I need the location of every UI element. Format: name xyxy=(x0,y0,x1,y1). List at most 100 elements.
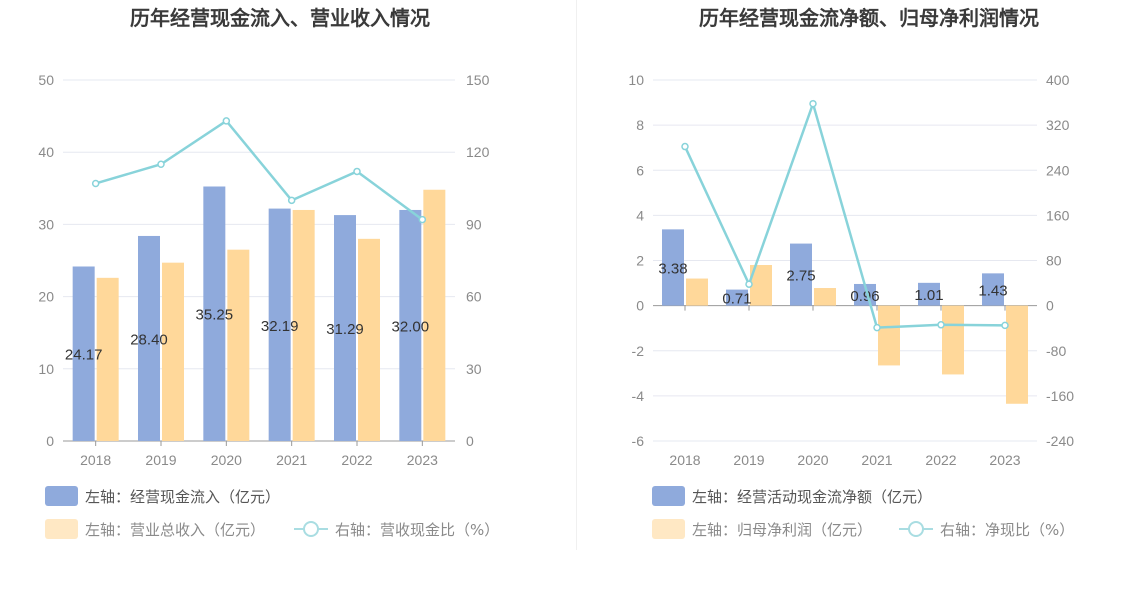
right-tick-label: -240 xyxy=(1046,433,1074,449)
left-tick-label: 20 xyxy=(38,289,54,305)
left-tick-label: -4 xyxy=(632,388,645,404)
legend-swatch xyxy=(652,486,685,506)
data-label: 32.00 xyxy=(392,318,430,335)
legend-label: 右轴：净现比（%） xyxy=(940,521,1074,539)
bar-series-2 xyxy=(942,305,964,375)
x-tick-label: 2022 xyxy=(925,452,956,468)
bar-series-2 xyxy=(292,209,315,441)
left-tick-label: 10 xyxy=(38,361,54,377)
x-tick-label: 2019 xyxy=(733,452,764,468)
bar-series-2 xyxy=(1006,305,1028,404)
bar-series-1 xyxy=(399,209,422,441)
data-label: 24.17 xyxy=(65,347,103,364)
line-point xyxy=(353,167,361,176)
bar-series-1 xyxy=(662,229,684,306)
bar-series-2 xyxy=(96,277,119,441)
data-label: 32.19 xyxy=(261,318,299,335)
right-tick-label: 320 xyxy=(1046,117,1070,133)
right-tick-label: 0 xyxy=(466,433,474,449)
line-point xyxy=(1001,321,1009,330)
left-tick-label: -6 xyxy=(632,433,645,449)
bar-series-2 xyxy=(423,189,446,441)
legend-label: 左轴：营业总收入（亿元） xyxy=(85,521,265,539)
bar-series-2 xyxy=(358,238,380,441)
right-tick-label: 30 xyxy=(466,361,482,377)
bar-series-1 xyxy=(72,266,95,441)
left-tick-label: 2 xyxy=(636,253,644,269)
data-label: 28.40 xyxy=(130,331,168,348)
legend-label: 左轴：经营活动现金流净额（亿元） xyxy=(692,488,932,506)
legend-label: 左轴：归母净利润（亿元） xyxy=(692,521,872,539)
bar-series-1 xyxy=(203,186,226,441)
x-tick-label: 2023 xyxy=(989,452,1020,468)
data-label: 1.01 xyxy=(914,287,943,304)
bar-series-2 xyxy=(686,278,708,306)
right-tick-label: 120 xyxy=(466,144,490,160)
legend-marker xyxy=(303,521,319,537)
right-tick-label: 90 xyxy=(466,216,482,232)
bar-series-1 xyxy=(334,215,356,441)
x-tick-label: 2018 xyxy=(669,452,700,468)
x-tick-label: 2020 xyxy=(211,452,242,468)
x-tick-label: 2021 xyxy=(861,452,892,468)
x-tick-label: 2020 xyxy=(797,452,828,468)
x-tick-label: 2018 xyxy=(80,452,111,468)
chart-title: 历年经营现金流入、营业收入情况 xyxy=(130,6,430,30)
left-tick-label: 30 xyxy=(38,216,54,232)
bar-series-2 xyxy=(878,305,900,366)
legend-label: 左轴：经营现金流入（亿元） xyxy=(85,488,280,506)
right-tick-label: 240 xyxy=(1046,162,1070,178)
right-tick-label: -160 xyxy=(1046,388,1074,404)
chart-title: 历年经营现金流净额、归母净利润情况 xyxy=(699,6,1039,30)
line-point xyxy=(809,99,817,108)
data-label: 2.75 xyxy=(786,268,815,285)
left-tick-label: -2 xyxy=(632,343,645,359)
line-point xyxy=(287,196,296,205)
legend-marker xyxy=(908,521,924,537)
legend-swatch xyxy=(45,519,78,539)
bar-series-2 xyxy=(162,262,184,441)
bar-series-2 xyxy=(227,249,250,441)
line-point xyxy=(222,117,231,125)
legend-label: 右轴：营收现金比（%） xyxy=(335,521,499,539)
left-tick-label: 40 xyxy=(38,144,54,160)
line-point xyxy=(418,215,427,224)
line-point xyxy=(681,142,689,151)
bar-series-1 xyxy=(726,289,748,306)
left-tick-label: 0 xyxy=(46,433,54,449)
right-tick-label: 60 xyxy=(466,289,482,305)
left-tick-label: 6 xyxy=(636,162,644,178)
bar-series-2 xyxy=(750,265,772,306)
left-tick-label: 0 xyxy=(636,298,644,314)
bar-series-1 xyxy=(918,282,940,306)
legend-swatch xyxy=(652,519,685,539)
data-label: 0.71 xyxy=(722,291,751,308)
x-tick-label: 2021 xyxy=(276,452,307,468)
left-tick-label: 4 xyxy=(636,207,644,223)
legend-swatch xyxy=(45,486,78,506)
right-tick-label: -80 xyxy=(1046,343,1066,359)
data-label: 1.43 xyxy=(978,282,1007,299)
right-tick-label: 0 xyxy=(1046,298,1054,314)
line-series xyxy=(683,99,1006,329)
bar-series-2 xyxy=(814,288,836,306)
left-tick-label: 50 xyxy=(38,72,54,88)
bar-series-1 xyxy=(138,235,160,441)
bar-series-1 xyxy=(854,283,876,306)
chart-1: 历年经营现金流入、营业收入情况 0 10 20 30 40 50 0 30 60 90 120 150 2… xyxy=(38,6,499,539)
left-tick-label: 10 xyxy=(628,72,644,88)
chart-2: 历年经营现金流净额、归母净利润情况 -6 -4 -2 0 2 4 6 8 10 -240 -160 -8… xyxy=(628,6,1074,539)
bar-series-1 xyxy=(790,243,812,306)
line-point xyxy=(157,160,165,168)
right-tick-label: 160 xyxy=(1046,207,1070,223)
right-tick-label: 150 xyxy=(466,72,490,88)
bar-series-1 xyxy=(982,273,1004,306)
x-tick-label: 2023 xyxy=(407,452,438,468)
line-series xyxy=(95,119,424,221)
line-point xyxy=(873,323,881,332)
line-point xyxy=(745,280,753,288)
left-tick-label: 8 xyxy=(636,117,644,133)
right-tick-label: 400 xyxy=(1046,72,1070,88)
right-tick-label: 80 xyxy=(1046,253,1062,269)
